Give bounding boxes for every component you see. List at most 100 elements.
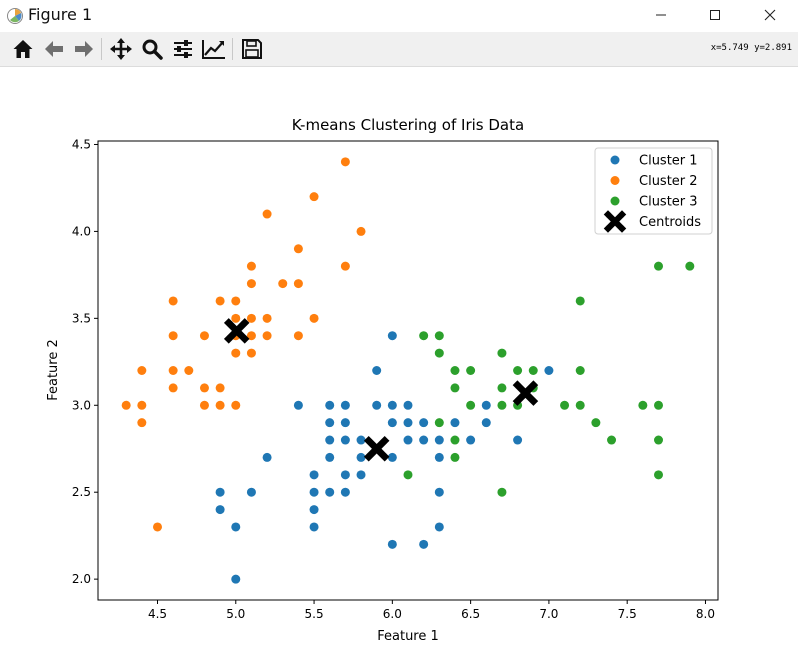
centroid-marker xyxy=(363,435,390,462)
chart-title: K-means Clustering of Iris Data xyxy=(292,116,524,134)
data-point xyxy=(544,366,554,375)
data-point xyxy=(497,487,507,497)
data-point xyxy=(560,400,570,410)
y-tick-label: 3.0 xyxy=(72,398,91,412)
data-point xyxy=(309,522,319,532)
data-point xyxy=(246,487,256,497)
legend-frame xyxy=(594,147,713,235)
x-tick-label: 5.0 xyxy=(226,607,245,621)
data-point xyxy=(231,574,241,584)
centroid-marker xyxy=(512,380,539,406)
home-button[interactable] xyxy=(10,36,36,62)
magnifier-icon xyxy=(142,39,163,60)
legend: Cluster 1 Cluster 2 Cluster 3 Centroids xyxy=(594,147,713,235)
close-button[interactable] xyxy=(746,0,794,30)
data-point xyxy=(434,435,444,445)
data-point xyxy=(325,435,335,445)
x-axis-label: Feature 1 xyxy=(377,629,439,644)
legend-entry: Cluster 1 xyxy=(610,154,698,169)
scatter-points xyxy=(121,157,695,584)
x-tick-label: 7.5 xyxy=(618,607,637,621)
data-point xyxy=(199,400,209,410)
data-point xyxy=(419,331,429,341)
toolbar-separator xyxy=(101,38,102,60)
data-point xyxy=(137,400,147,410)
floppy-disk-icon xyxy=(242,39,262,59)
data-point xyxy=(403,435,413,445)
legend-label: Cluster 2 xyxy=(639,174,698,189)
data-point xyxy=(325,400,335,410)
centroid-marker xyxy=(223,318,250,344)
data-point xyxy=(513,366,523,375)
data-point xyxy=(325,418,335,428)
data-point xyxy=(340,470,350,480)
data-point xyxy=(340,400,350,410)
data-point xyxy=(309,487,319,497)
data-point xyxy=(309,470,319,480)
data-point xyxy=(168,296,178,306)
data-point xyxy=(293,244,303,254)
forward-button[interactable] xyxy=(71,36,97,62)
data-point xyxy=(184,366,194,375)
y-tick-label: 3.5 xyxy=(72,311,91,325)
data-point xyxy=(262,313,272,323)
data-point xyxy=(215,383,225,393)
cursor-coordinates: x=5.749 y=2.891 xyxy=(710,43,792,53)
back-button[interactable] xyxy=(41,36,67,62)
data-point xyxy=(466,400,476,410)
y-axis: 2.0 2.5 3.0 3.5 4.0 4.5 xyxy=(72,137,98,586)
legend-marker xyxy=(610,196,620,206)
data-point xyxy=(246,331,256,341)
data-point xyxy=(450,418,460,428)
legend-marker xyxy=(610,176,620,185)
plot-area[interactable] xyxy=(97,140,719,601)
data-point xyxy=(199,331,209,341)
figure-canvas[interactable]: K-means Clustering of Iris Data 4.5 5.0 5.… xyxy=(0,67,798,666)
pan-button[interactable] xyxy=(108,36,134,62)
data-point xyxy=(325,452,335,462)
x-tick-label: 4.5 xyxy=(148,607,167,621)
data-point xyxy=(325,487,335,497)
data-point xyxy=(121,400,131,410)
data-point xyxy=(434,452,444,462)
data-point xyxy=(434,418,444,428)
x-tick-label: 6.5 xyxy=(461,607,480,621)
data-point xyxy=(309,192,319,202)
data-point xyxy=(450,383,460,393)
data-point xyxy=(246,313,256,323)
data-point xyxy=(262,452,272,462)
data-point xyxy=(231,522,241,532)
data-point xyxy=(137,418,147,428)
minimize-button[interactable] xyxy=(637,0,685,30)
data-point xyxy=(137,366,147,375)
data-point xyxy=(340,261,350,271)
save-button[interactable] xyxy=(239,36,265,62)
data-point xyxy=(387,452,397,462)
data-point xyxy=(387,418,397,428)
configure-subplots-button[interactable] xyxy=(170,36,196,62)
data-point xyxy=(575,296,585,306)
data-point xyxy=(434,522,444,532)
y-tick-label: 2.0 xyxy=(72,572,91,586)
close-icon xyxy=(764,9,776,21)
data-point xyxy=(497,348,507,358)
data-point xyxy=(575,400,585,410)
data-point xyxy=(356,470,366,480)
y-axis-label: Feature 2 xyxy=(46,339,61,401)
maximize-icon xyxy=(710,10,720,20)
data-point xyxy=(356,435,366,445)
legend-label: Cluster 3 xyxy=(639,195,698,210)
zoom-button[interactable] xyxy=(139,36,165,62)
data-point xyxy=(340,418,350,428)
data-point xyxy=(340,487,350,497)
maximize-button[interactable] xyxy=(691,0,739,30)
data-point xyxy=(231,296,241,306)
data-point xyxy=(309,505,319,515)
data-point xyxy=(340,157,350,167)
data-point xyxy=(199,383,209,393)
minimize-icon xyxy=(656,14,666,16)
legend-marker xyxy=(610,155,620,165)
window-titlebar: Figure 1 xyxy=(0,0,798,32)
data-point xyxy=(419,435,429,445)
edit-axis-button[interactable] xyxy=(201,36,227,62)
